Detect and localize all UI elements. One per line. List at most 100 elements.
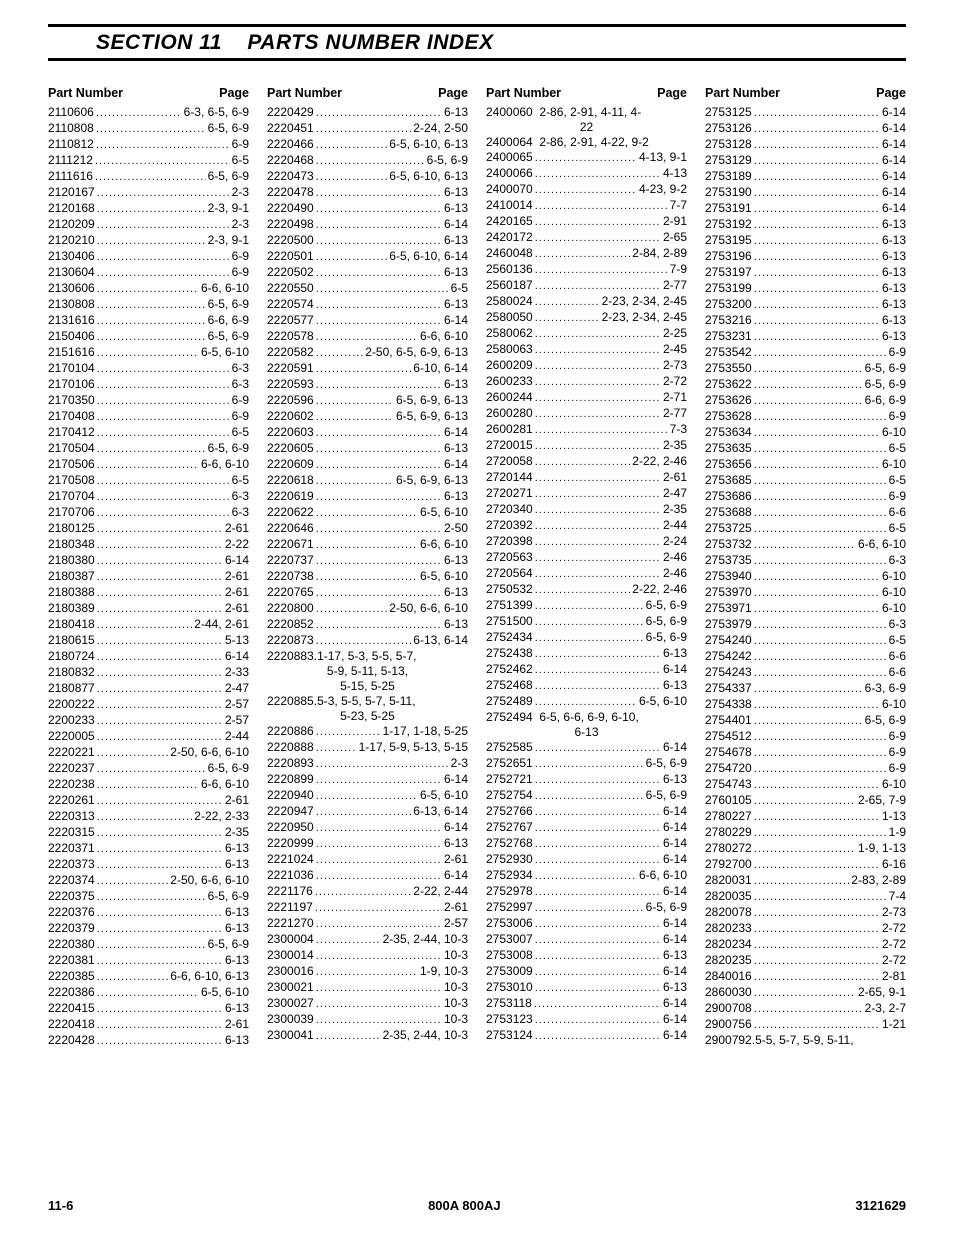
index-entry: 25800502-23, 2-34, 2-45 [486,311,687,324]
leader-dots [535,439,661,452]
leader-dots [97,762,206,775]
page-ref: 2-61 [663,471,687,483]
leader-dots [535,741,661,754]
part-number: 2752767 [486,821,533,833]
index-entry: 29007082-3, 2-7 [705,1002,906,1015]
page-ref: 6-14 [444,869,468,881]
part-number: 2120210 [48,234,95,246]
index-entry: 27545126-9 [705,730,906,743]
leader-dots [97,474,230,487]
page-ref: 6-3 [232,378,249,390]
part-number: 2120167 [48,186,95,198]
leader-dots [754,474,887,487]
index-entry: 27539406-10 [705,570,906,583]
leader-dots [754,554,887,567]
leader-dots [754,330,880,343]
index-entry: 22205026-13 [267,266,468,279]
index-entry: 22206462-50 [267,522,468,535]
part-number: 2820234 [705,938,752,950]
part-number: 2720271 [486,487,533,499]
index-entry: 22204182-61 [48,1018,249,1031]
page-ref: 6-13 [225,906,249,918]
index-entry: 24000704-23, 9-2 [486,183,687,196]
part-number: 2221176 [267,885,313,897]
leader-dots [754,746,887,759]
index-entry: 27531996-13 [705,282,906,295]
page-ref: 6-10 [882,426,906,438]
index-entry: 24600482-84, 2-89 [486,247,687,260]
part-number: 2753123 [486,1013,533,1025]
leader-dots [316,917,442,930]
leader-dots [535,279,661,292]
part-number: 2130406 [48,250,95,262]
part-number: 2820233 [705,922,752,934]
page-ref: 4-13, 9-1 [639,151,687,163]
leader-dots [534,997,661,1010]
leader-dots [316,186,442,199]
index-entry: 22207656-13 [267,586,468,599]
leader-dots [316,997,442,1010]
page-footer: 11-6 800A 800AJ 3121629 [48,1198,906,1213]
page-ref: 6-5, 6-9 [865,714,906,726]
leader-dots [754,346,887,359]
part-number: 2130604 [48,266,95,278]
page-ref: 2-50, 6-6, 6-10 [170,874,249,886]
leader-dots [535,647,661,660]
part-number: 2180380 [48,554,95,566]
part-number: 2753542 [705,346,752,358]
index-entry: 28200357-4 [705,890,906,903]
part-number: 2752494 [486,711,533,723]
index-entry-continuation: 6-13 [486,726,687,738]
part-number: 2780229 [705,826,752,838]
index-entry: 27530096-14 [486,965,687,978]
page-ref: 6-5, 6-9, 6-13 [396,474,468,486]
index-entry: 27546786-9 [705,746,906,759]
leader-dots [316,773,442,786]
leader-dots [316,378,442,391]
index-entry: 22206716-6, 6-10 [267,538,468,551]
leader-dots [316,106,442,119]
part-number: 2220415 [48,1002,95,1014]
part-number: 2220380 [48,938,95,950]
leader-dots [754,602,880,615]
part-number: 2220886 [267,725,314,737]
index-entry: 27529976-5, 6-9 [486,901,687,914]
page-ref: 6-14 [663,997,687,1009]
page-ref: 1-17, 5-9, 5-13, 5-15 [359,741,468,753]
page-ref: 6-5, 6-10, 6-14 [389,250,468,262]
page-ref: 6-10 [882,778,906,790]
index-entry: 27543376-3, 6-9 [705,682,906,695]
index-entry: 27527546-5, 6-9 [486,789,687,802]
page-ref: 2-81 [882,970,906,982]
index-entry: 27539706-10 [705,586,906,599]
part-number: 2600280 [486,407,533,419]
page-ref: 6-3 [232,362,249,374]
part-number: 2580063 [486,343,533,355]
leader-dots [754,506,887,519]
page-ref: 2-73 [663,359,687,371]
page-ref: 6-13 [225,954,249,966]
index-entry: 22207386-5, 6-10 [267,570,468,583]
page-ref: 6-9 [889,746,906,758]
index-column: Part NumberPage22204296-1322204512-24, 2… [267,87,468,1050]
index-entry: 27529346-6, 6-10 [486,869,687,882]
leader-dots [754,922,880,935]
column-header-part-number: Part Number [705,87,780,100]
page-ref: 1-9, 10-3 [420,965,468,977]
part-number: 2300027 [267,997,314,1009]
page-ref: 6-14 [882,154,906,166]
part-number: 2220473 [267,170,314,182]
index-entry: 25601872-77 [486,279,687,292]
part-number: 2220371 [48,842,95,854]
part-number: 2750532 [486,583,533,595]
page-ref: 6-13 [444,490,468,502]
part-number: 2200222 [48,698,95,710]
index-entry: 27542406-5 [705,634,906,647]
part-number: 2180615 [48,634,95,646]
index-entry: 27532316-13 [705,330,906,343]
part-number: 2780227 [705,810,752,822]
leader-dots [97,1002,223,1015]
leader-dots [316,965,418,978]
page-ref: 2-91 [663,215,687,227]
page-ref: 2-22, 2-46 [632,455,687,467]
